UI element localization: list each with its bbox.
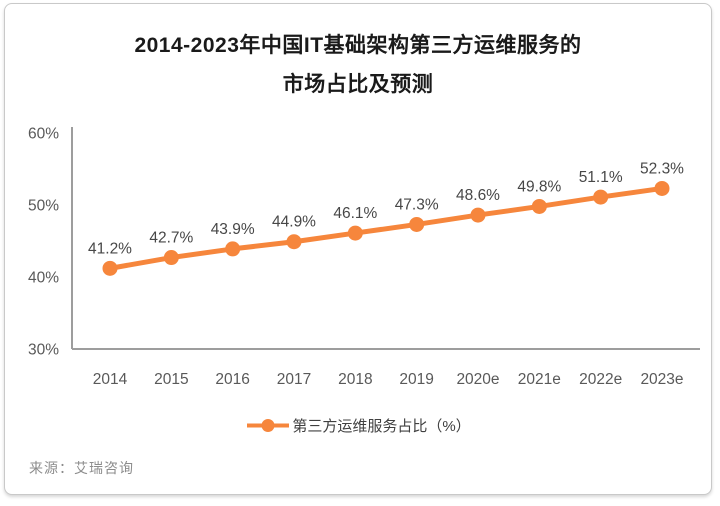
chart-card: 2014-2023年中国IT基础架构第三方运维服务的 市场占比及预测 第三方运维… [4,3,712,495]
legend: 第三方运维服务占比（%） [5,415,711,436]
source-label: 来源：艾瑞咨询 [29,460,134,476]
legend-label: 第三方运维服务占比（%） [292,418,471,435]
chart-title-line2: 市场占比及预测 [282,73,434,96]
legend-line-marker-icon [247,419,290,432]
chart-title: 2014-2023年中国IT基础架构第三方运维服务的 市场占比及预测 [5,26,711,104]
chart-title-line1: 2014-2023年中国IT基础架构第三方运维服务的 [134,34,582,57]
